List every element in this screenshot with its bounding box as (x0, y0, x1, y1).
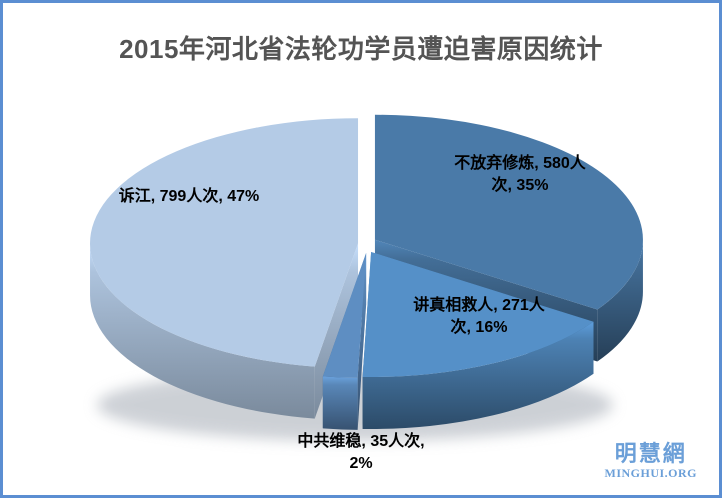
slice-top (322, 252, 367, 378)
slice-label-line: 讲真相救人, 271人 (413, 297, 545, 314)
slice-rim (597, 239, 643, 362)
pie-slice-2 (322, 252, 367, 430)
slice-label-line: 次, 35% (491, 177, 549, 194)
watermark-en: MINGHUI.ORG (604, 466, 697, 480)
slice-label-2: 中共维稳, 35人次, 2% (251, 431, 471, 475)
slice-label-line: 中共维稳, 35人次, (297, 433, 425, 450)
slice-label-1: 讲真相救人, 271人 次, 16% (369, 295, 589, 339)
pie-slice-1 (362, 252, 594, 430)
watermark-cn: 明慧網 (614, 441, 687, 466)
slice-label-line: 不放弃修炼, 580人 (454, 155, 586, 172)
slice-rim (90, 243, 315, 419)
slice-label-line: 2% (349, 455, 373, 472)
pie-slice-3 (90, 118, 359, 419)
slice-rim (362, 321, 594, 430)
slice-label-0: 不放弃修炼, 580人 次, 35% (410, 153, 630, 197)
slice-top (90, 118, 359, 367)
slice-top (362, 252, 594, 378)
slice-label-3: 诉江, 799人次, 47% (79, 186, 299, 208)
watermark: 明慧網 MINGHUI.ORG (605, 442, 698, 481)
chart-title: 2015年河北省法轮功学员遭迫害原因统计 (119, 34, 603, 64)
slice-top (374, 114, 643, 310)
slice-label-line: 诉江, 799人次, 47% (118, 188, 260, 205)
pie-3d-chart (90, 114, 643, 441)
slice-label-line: 次, 16% (450, 319, 508, 336)
slice-rim (322, 376, 358, 430)
